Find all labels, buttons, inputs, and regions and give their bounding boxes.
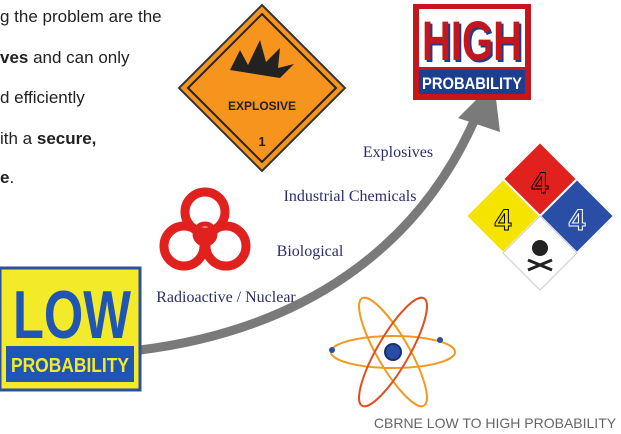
- reactivity-rating: 4: [569, 204, 586, 237]
- text: ith a: [0, 129, 37, 148]
- text: d efficiently: [0, 88, 85, 107]
- bold-text: e: [0, 168, 9, 187]
- bold-text: secure,: [37, 129, 97, 148]
- paragraph: g the problem are the ves and can only d e…: [0, 7, 162, 187]
- paragraph-line: e.: [0, 168, 14, 187]
- threat-label: Industrial Chemicals: [284, 188, 417, 205]
- threat-label: Radioactive / Nuclear: [156, 289, 296, 306]
- hazard-diamond: 4 4 4: [466, 142, 614, 290]
- atom-icon: [329, 290, 455, 413]
- text: g the problem are the: [0, 7, 162, 26]
- bold-text: ves: [0, 48, 28, 67]
- paragraph-line: ves and can only: [0, 48, 130, 67]
- health-rating: 4: [495, 204, 512, 237]
- explosive-sign: EXPLOSIVE 1: [179, 5, 345, 171]
- badge-word: HIGH: [422, 9, 522, 72]
- fire-rating: 4: [532, 167, 549, 200]
- slide: g the problem are the ves and can only d e…: [0, 0, 621, 434]
- threat-label: Biological: [277, 243, 344, 260]
- badge-subtitle: PROBABILITY: [422, 74, 523, 93]
- high-badge: HIGH HIGH PROBABILITY: [413, 4, 531, 100]
- text: and can only: [28, 48, 130, 67]
- badge-subtitle: PROBABILITY: [11, 355, 130, 377]
- sign-class: 1: [258, 134, 265, 149]
- threat-label: Explosives: [363, 144, 433, 161]
- text: .: [9, 168, 14, 187]
- low-badge: LOW PROBABILITY: [0, 268, 140, 390]
- badge-word: LOW: [13, 277, 132, 353]
- paragraph-line: ith a secure,: [0, 129, 96, 148]
- sign-label: EXPLOSIVE: [228, 99, 296, 113]
- paragraph-line: d efficiently: [0, 88, 85, 107]
- biohazard-icon: [164, 192, 246, 266]
- caption: CBRNE LOW TO HIGH PROBABILITY: [374, 415, 617, 431]
- paragraph-line: g the problem are the: [0, 7, 162, 26]
